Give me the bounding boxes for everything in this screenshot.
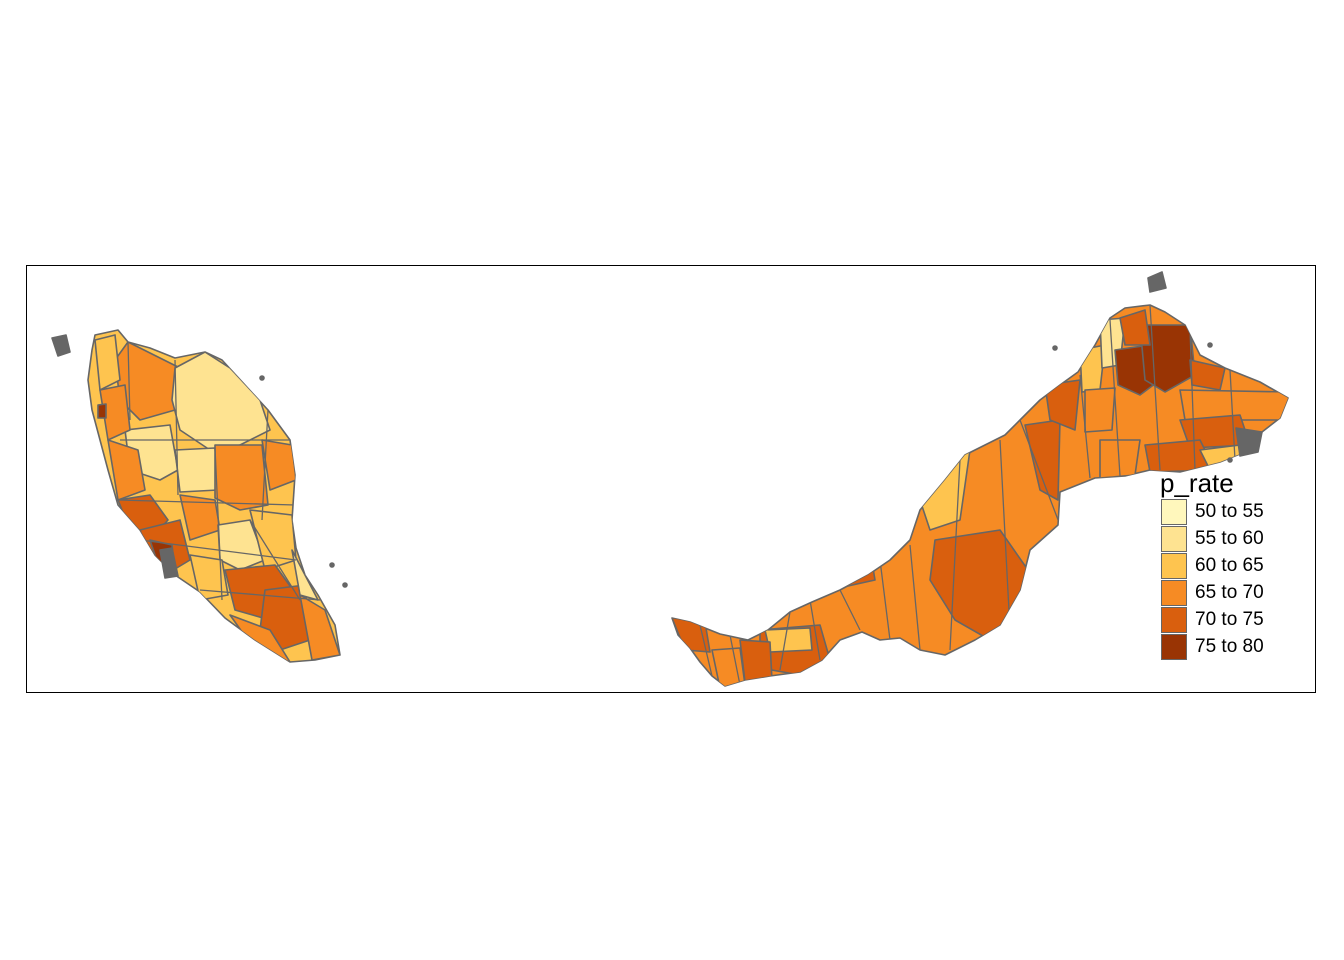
legend-label: 60 to 65 bbox=[1195, 554, 1264, 576]
legend-swatch bbox=[1161, 525, 1187, 552]
legend-label: 50 to 55 bbox=[1195, 500, 1264, 522]
legend-label: 65 to 70 bbox=[1195, 581, 1264, 603]
legend-swatch bbox=[1161, 633, 1187, 660]
map-legend: p_rate 50 to 55 55 to 60 60 to 65 65 to 70 7… bbox=[1158, 468, 1308, 660]
peninsular-malaysia bbox=[51, 329, 348, 663]
legend-item: 70 to 75 bbox=[1161, 606, 1308, 633]
legend-item: 65 to 70 bbox=[1161, 579, 1308, 606]
legend-label: 75 to 80 bbox=[1195, 635, 1264, 657]
legend-swatch bbox=[1161, 552, 1187, 579]
legend-item: 60 to 65 bbox=[1161, 552, 1308, 579]
legend-items: 50 to 55 55 to 60 60 to 65 65 to 70 70 to 75… bbox=[1158, 498, 1308, 660]
legend-item: 55 to 60 bbox=[1161, 525, 1308, 552]
legend-title: p_rate bbox=[1160, 468, 1234, 498]
legend-item: 75 to 80 bbox=[1161, 633, 1308, 660]
legend-swatch bbox=[1161, 498, 1187, 525]
legend-item: 50 to 55 bbox=[1161, 498, 1308, 525]
legend-swatch bbox=[1161, 606, 1187, 633]
legend-label: 70 to 75 bbox=[1195, 608, 1264, 630]
legend-label: 55 to 60 bbox=[1195, 527, 1264, 549]
legend-swatch bbox=[1161, 579, 1187, 606]
